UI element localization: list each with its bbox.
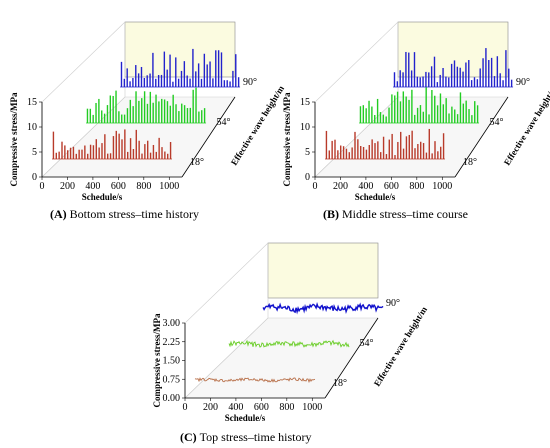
panel-b: 0 5 10 15 0 200 400 600 800 1000 Schedule/s Compres… bbox=[282, 21, 550, 202]
x-axis-label: Schedule/s bbox=[355, 192, 396, 202]
y-axis-label: Compressive stress/MPa bbox=[152, 313, 162, 407]
back-panel bbox=[267, 242, 379, 299]
x-tick-label: 400 bbox=[228, 402, 243, 413]
z-axis-label: Effective wave height/m bbox=[372, 304, 429, 388]
panel-a: 0 5 10 15 0 200 400 600 800 1000 Schedule/s Compres… bbox=[9, 21, 286, 202]
z-tick-label: 18° bbox=[333, 378, 347, 389]
y-axis-label: Compressive stress/MPa bbox=[9, 92, 19, 186]
y-tick-label: 0 bbox=[32, 172, 37, 183]
x-tick-label: 0 bbox=[183, 402, 188, 413]
z-axis-line bbox=[454, 96, 509, 178]
x-axis-label: Schedule/s bbox=[82, 192, 123, 202]
z-axis-line bbox=[181, 96, 236, 178]
x-tick-label: 1000 bbox=[302, 402, 322, 413]
caption-c-letter: (C) bbox=[180, 430, 200, 444]
caption-b: (B) Middle stress–time course bbox=[323, 207, 468, 221]
y-tick-label: 15 bbox=[300, 97, 310, 108]
series-line bbox=[228, 339, 350, 348]
x-tick-label: 400 bbox=[85, 181, 100, 192]
x-tick-label: 200 bbox=[203, 402, 218, 413]
y-tick-label: 10 bbox=[27, 122, 37, 133]
caption-c: (C) Top stress–time history bbox=[180, 430, 312, 444]
y-axis-label: Compressive stress/MPa bbox=[282, 92, 292, 186]
back-panel bbox=[124, 21, 236, 78]
x-tick-label: 800 bbox=[409, 181, 424, 192]
y-tick-label: 0.00 bbox=[163, 393, 181, 404]
x-tick-label: 800 bbox=[279, 402, 294, 413]
x-tick-label: 200 bbox=[333, 181, 348, 192]
z-tick-label: 54° bbox=[490, 117, 504, 128]
y-tick-label: 15 bbox=[27, 97, 37, 108]
x-axis-label: Schedule/s bbox=[225, 413, 266, 423]
z-tick-label: 54° bbox=[217, 117, 231, 128]
z-tick-label: 90° bbox=[516, 77, 530, 88]
z-axis-line bbox=[324, 317, 379, 399]
y-tick-label: 5 bbox=[32, 147, 37, 158]
z-tick-label: 90° bbox=[243, 77, 257, 88]
y-tick-label: 5 bbox=[305, 147, 310, 158]
floor-plane bbox=[184, 317, 379, 399]
z-axis-label: Effective wave height/m bbox=[502, 83, 550, 167]
z-tick-label: 18° bbox=[463, 157, 477, 168]
y-tick-label: 3.00 bbox=[163, 318, 181, 329]
x-tick-label: 1000 bbox=[432, 181, 452, 192]
z-tick-label: 90° bbox=[386, 298, 400, 309]
x-tick-label: 0 bbox=[40, 181, 45, 192]
caption-a-title: Bottom stress–time history bbox=[70, 207, 199, 221]
y-tick-label: 0.75 bbox=[163, 374, 181, 385]
z-axis-label: Effective wave height/m bbox=[229, 83, 286, 167]
panel-c: 0.00 0.75 1.50 2.25 3.00 0 200 400 600 800 1000 Sch… bbox=[152, 242, 429, 423]
y-tick-label: 1.50 bbox=[163, 356, 181, 367]
x-tick-label: 400 bbox=[358, 181, 373, 192]
caption-b-title: Middle stress–time course bbox=[342, 207, 468, 221]
series-line bbox=[194, 377, 316, 384]
y-tick-label: 0 bbox=[305, 172, 310, 183]
z-tick-label: 18° bbox=[190, 157, 204, 168]
x-tick-label: 200 bbox=[60, 181, 75, 192]
z-tick-label: 54° bbox=[360, 338, 374, 349]
x-tick-label: 1000 bbox=[159, 181, 179, 192]
x-tick-label: 600 bbox=[384, 181, 399, 192]
x-tick-label: 800 bbox=[136, 181, 151, 192]
caption-c-title: Top stress–time history bbox=[200, 430, 312, 444]
caption-a: (A) Bottom stress–time history bbox=[50, 207, 199, 221]
x-tick-label: 0 bbox=[313, 181, 318, 192]
caption-b-letter: (B) bbox=[323, 207, 342, 221]
y-tick-label: 10 bbox=[300, 122, 310, 133]
x-tick-label: 600 bbox=[254, 402, 269, 413]
y-tick-label: 2.25 bbox=[163, 337, 181, 348]
caption-a-letter: (A) bbox=[50, 207, 70, 221]
series-line bbox=[262, 301, 384, 315]
x-tick-label: 600 bbox=[111, 181, 126, 192]
back-panel bbox=[397, 21, 509, 78]
